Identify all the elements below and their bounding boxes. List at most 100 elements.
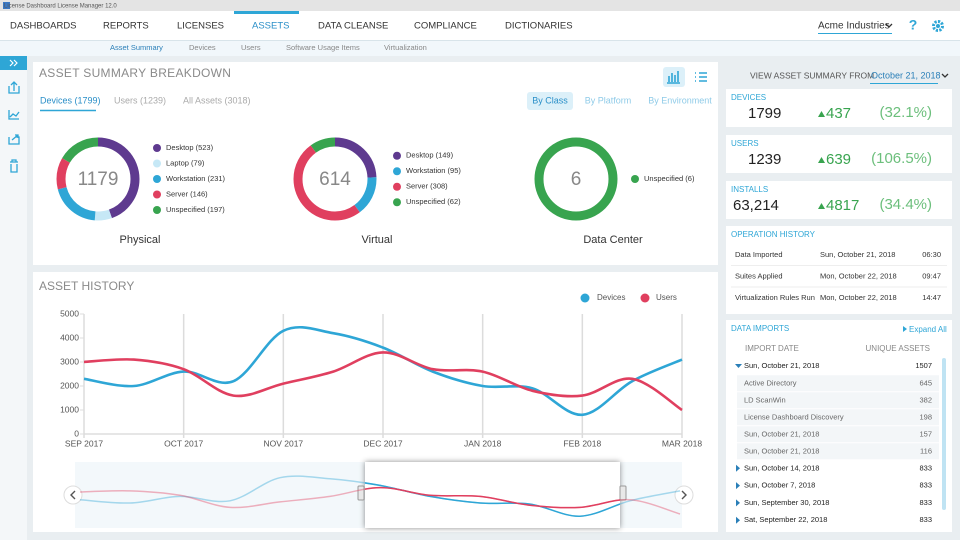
filter[interactable]: By Class: [532, 95, 568, 105]
stat-change: 639: [826, 151, 851, 168]
sidebar-icons[interactable]: [8, 81, 20, 173]
tree-toggle[interactable]: [736, 499, 740, 507]
child-row: [737, 443, 939, 460]
tab[interactable]: Devices (1799): [40, 95, 101, 105]
nav-item[interactable]: DICTIONARIES: [505, 21, 573, 32]
scroll-right-button[interactable]: [674, 485, 694, 505]
import-count: 198: [919, 412, 932, 421]
nav-item[interactable]: LICENSES: [177, 21, 224, 32]
bar-chart-icon: [667, 71, 680, 84]
child-row: [737, 409, 939, 426]
expand-all[interactable]: Expand All: [909, 325, 947, 334]
subnav-item[interactable]: Virtualization: [384, 43, 427, 52]
donut-segment: [534, 137, 618, 221]
help-button[interactable]: ?: [909, 17, 918, 33]
stat-value: 1799: [748, 105, 781, 122]
company-selector[interactable]: Acme Industries: [818, 21, 890, 32]
dropdown-caret[interactable]: [941, 73, 949, 78]
import-count: 645: [919, 378, 932, 387]
stat-card: [726, 181, 952, 219]
legend-label: Server (308): [406, 182, 448, 191]
series-line: [83, 326, 683, 417]
arrow-icon: [70, 490, 76, 500]
x-tick-label: DEC 2017: [363, 438, 402, 448]
stat-change: 437: [826, 105, 851, 122]
subnav-item[interactable]: Devices: [189, 43, 216, 52]
legend-label: Unspecified (6): [644, 174, 695, 183]
donut-title: Data Center: [583, 234, 643, 246]
list-view-icon[interactable]: [695, 72, 707, 82]
filter[interactable]: By Platform: [585, 95, 632, 105]
arrow-icon: [681, 490, 687, 500]
navigator-handle[interactable]: [357, 485, 365, 501]
stat-value: 1239: [748, 151, 781, 168]
import-count: 157: [919, 429, 932, 438]
scroll-left-button[interactable]: [63, 485, 83, 505]
up-arrow: [818, 157, 825, 163]
chart-view-button[interactable]: [663, 67, 685, 87]
operation-history-panel: [726, 226, 952, 314]
cell: Suites Applied: [735, 271, 783, 280]
tree-toggle[interactable]: [735, 364, 742, 368]
nav-item[interactable]: COMPLIANCE: [414, 21, 477, 32]
series-line: [83, 351, 683, 412]
y-tick-label: 3000: [60, 356, 79, 366]
summary-date[interactable]: October 21, 2018: [871, 70, 941, 80]
dropdown-caret[interactable]: [885, 23, 893, 28]
x-tick-label: SEP 2017: [65, 438, 103, 448]
stat-percent: (32.1%): [879, 104, 932, 121]
navigator-handle[interactable]: [619, 485, 627, 501]
legend-swatch: [393, 182, 401, 191]
cell: Data Imported: [735, 250, 783, 259]
nav-item[interactable]: REPORTS: [103, 21, 149, 32]
stat-label: DEVICES: [731, 93, 766, 102]
tree-toggle[interactable]: [736, 464, 740, 472]
breakdown-panel: [33, 62, 718, 265]
tab[interactable]: All Assets (3018): [183, 95, 251, 105]
subnav-item[interactable]: Users: [241, 43, 261, 52]
active-tab-indicator: [234, 11, 299, 14]
subnav-item[interactable]: Software Usage Items: [286, 43, 360, 52]
nav-item[interactable]: DASHBOARDS: [10, 21, 77, 32]
filter-pill[interactable]: [527, 92, 573, 110]
navigator-window[interactable]: [365, 462, 620, 528]
cell: Mon, October 22, 2018: [820, 271, 897, 280]
legend-swatch: [393, 198, 401, 207]
x-tick-label: JAN 2018: [464, 438, 502, 448]
column-header: IMPORT DATE: [745, 344, 799, 353]
nav-item[interactable]: DATA CLEANSE: [318, 21, 388, 32]
donut-title: Virtual: [362, 234, 393, 246]
child-row: [737, 426, 939, 443]
y-tick-label: 5000: [60, 308, 79, 318]
stat-value: 63,214: [733, 197, 779, 214]
stat-card: [726, 89, 952, 127]
import-source: LD ScanWin: [744, 395, 786, 404]
legend-label: Users: [656, 293, 677, 302]
legend-swatch: [580, 293, 590, 303]
scrollbar[interactable]: [942, 358, 946, 510]
settings-icon-center: [936, 24, 940, 28]
import-source: License Dashboard Discovery: [744, 412, 844, 421]
import-count: 833: [919, 481, 932, 490]
child-row: [737, 375, 939, 392]
legend-label: Unspecified (197): [166, 205, 225, 214]
panel-title: DATA IMPORTS: [731, 324, 789, 333]
child-row: [737, 392, 939, 409]
tree-toggle[interactable]: [736, 482, 740, 490]
subnav-item[interactable]: Asset Summary: [110, 43, 163, 52]
panel-title: ASSET SUMMARY BREAKDOWN: [39, 66, 231, 80]
tab[interactable]: Users (1239): [114, 95, 166, 105]
x-tick-label: FEB 2018: [563, 438, 601, 448]
stat-label: INSTALLS: [731, 185, 768, 194]
donut-segment: [56, 137, 140, 221]
tree-toggle[interactable]: [736, 516, 740, 524]
y-tick-label: 4000: [60, 332, 79, 342]
y-tick-label: 0: [74, 428, 79, 438]
import-date: Sun, October 21, 2018: [744, 361, 819, 370]
import-count: 1507: [915, 361, 932, 370]
legend-swatch: [153, 190, 161, 199]
donut-segment: [293, 137, 377, 221]
settings-icon[interactable]: [932, 20, 944, 32]
filter[interactable]: By Environment: [648, 95, 712, 105]
nav-item[interactable]: ASSETS: [252, 21, 290, 32]
